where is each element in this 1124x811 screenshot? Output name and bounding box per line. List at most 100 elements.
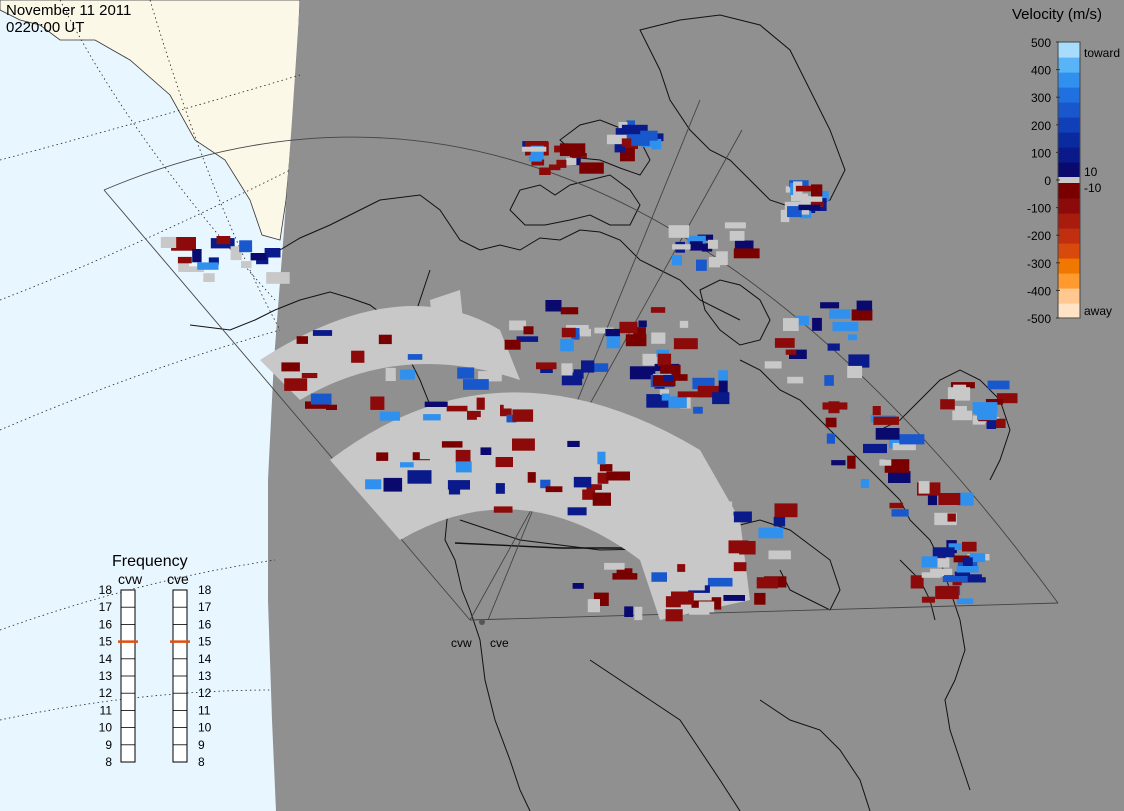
velocity-cell — [791, 193, 809, 202]
velocity-cell — [582, 489, 596, 500]
velocity-cell — [673, 338, 698, 350]
velocity-cell — [566, 157, 577, 166]
velocity-cell — [693, 406, 703, 414]
velocity-cell — [586, 484, 602, 490]
velocity-cell — [614, 144, 625, 153]
colorbar-tick: 200 — [1031, 119, 1051, 133]
frequency-tick-cvw: 16 — [99, 617, 113, 631]
colorbar-tick: 500 — [1031, 36, 1051, 50]
velocity-cell — [599, 464, 613, 472]
velocity-cell — [798, 204, 821, 211]
velocity-cell — [712, 392, 730, 405]
velocity-cell — [656, 394, 667, 403]
velocity-cell — [711, 597, 722, 610]
velocity-cell — [724, 222, 746, 229]
velocity-cell — [504, 339, 521, 350]
velocity-cell — [935, 586, 959, 600]
velocity-cell — [531, 159, 545, 166]
velocity-cell — [851, 309, 873, 321]
velocity-cell — [160, 236, 177, 248]
velocity-cell — [606, 471, 630, 481]
velocity-cell — [774, 503, 798, 518]
velocity-cell — [419, 447, 432, 460]
velocity-scatter — [160, 120, 1018, 622]
velocity-cell — [986, 416, 997, 429]
colorbar-swatch — [1058, 228, 1080, 244]
velocity-cell — [734, 240, 754, 253]
velocity-cell — [810, 201, 824, 207]
velocity-cell — [455, 449, 471, 464]
timestamp-label: November 11 2011 0220:00 UT — [6, 2, 131, 36]
frequency-tick-cvw: 13 — [99, 669, 113, 683]
velocity-cell — [659, 389, 669, 396]
colorbar-swatch — [1058, 72, 1080, 88]
velocity-cell — [305, 401, 330, 409]
colorbar-away-label: away — [1084, 304, 1112, 318]
velocity-cell — [733, 511, 752, 523]
velocity-cell — [378, 334, 392, 345]
velocity-cell — [758, 527, 784, 539]
velocity-cell — [688, 607, 710, 615]
colorbar-swatch — [1058, 213, 1080, 229]
velocity-cell — [523, 326, 534, 335]
frequency-tick-cve: 8 — [198, 755, 205, 769]
velocity-cell — [476, 417, 486, 424]
colorbar-swatch — [1058, 198, 1080, 214]
colorbar-swatch — [1058, 273, 1080, 289]
frequency-radar-cve: cve — [167, 571, 189, 587]
velocity-cell — [820, 302, 840, 309]
colorbar-swatch — [1058, 147, 1080, 163]
velocity-cell — [536, 362, 557, 370]
colorbar-swatch — [1058, 42, 1080, 58]
radar-site-marker — [479, 619, 485, 625]
velocity-cell — [605, 328, 620, 337]
velocity-cell — [733, 248, 760, 259]
date-label: November 11 2011 — [6, 2, 132, 19]
velocity-cell — [633, 327, 646, 337]
colorbar-tick: -500 — [1027, 312, 1051, 326]
frequency-tick-cve: 17 — [198, 600, 212, 614]
velocity-cell — [709, 501, 733, 507]
velocity-cell — [692, 377, 715, 390]
velocity-cell — [754, 592, 766, 605]
velocity-cell — [634, 606, 643, 621]
frequency-tick-cve: 11 — [198, 703, 211, 717]
velocity-cell — [969, 553, 986, 563]
ground-scatter-arcs — [260, 290, 750, 620]
velocity-cell — [996, 393, 1018, 404]
velocity-cell — [739, 541, 756, 555]
velocity-cell — [829, 309, 851, 319]
velocity-cell — [795, 185, 812, 192]
velocity-cell — [281, 362, 300, 372]
velocity-cell — [729, 231, 745, 241]
velocity-cell — [441, 441, 463, 448]
velocity-cell — [512, 438, 535, 451]
velocity-cell — [376, 452, 389, 461]
colorbar-labels: 500 400 300 200 100 0 -100 -200 -300 -400 -500 10 -1… — [1027, 36, 1120, 326]
velocity-cell — [467, 410, 481, 420]
velocity-cell — [891, 509, 909, 517]
velocity-cell — [567, 507, 587, 516]
velocity-cell — [848, 354, 870, 368]
velocity-cell — [910, 575, 924, 589]
velocity-cell — [679, 577, 705, 591]
velocity-cell — [948, 543, 966, 551]
velocity-cell — [624, 606, 634, 617]
velocity-cell — [597, 472, 609, 484]
velocity-cell — [723, 515, 734, 524]
velocity-cell — [665, 609, 683, 622]
velocity-cell — [812, 317, 822, 331]
velocity-cell — [856, 300, 873, 311]
frequency-tick-cve: 10 — [198, 721, 212, 735]
colorbar-swatch — [1058, 117, 1080, 133]
velocity-cell — [495, 483, 505, 494]
velocity-cell — [962, 557, 973, 571]
velocity-cell — [651, 144, 662, 150]
velocity-cell — [266, 272, 290, 284]
colorbar-tick: -400 — [1027, 284, 1051, 298]
velocity-cell — [460, 426, 486, 436]
velocity-cell — [811, 184, 823, 197]
velocity-cell — [756, 577, 778, 589]
velocity-cell — [540, 479, 551, 489]
